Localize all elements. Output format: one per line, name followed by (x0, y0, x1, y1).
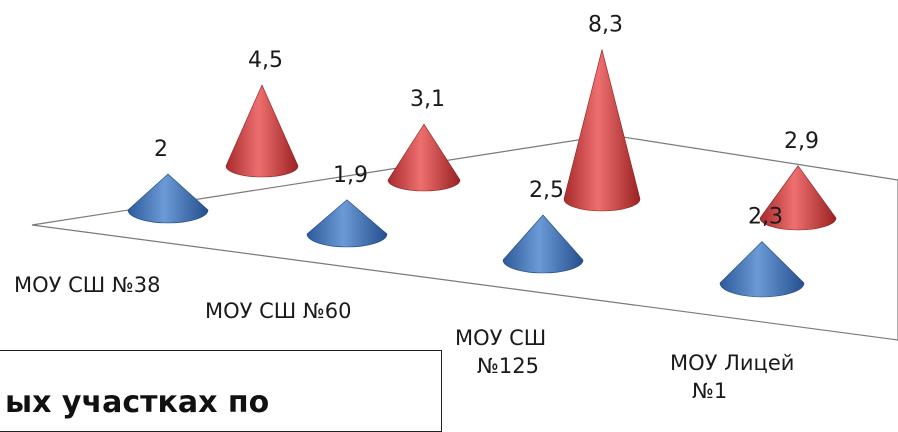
chart-floor (31, 134, 898, 341)
data-label: 2,3 (748, 205, 783, 230)
data-label: 2 (154, 137, 168, 162)
cone-chart: 4,5 3,1 8,3 2,9 2 1,9 2,5 2,3 МОУ СШ №38 МОУ СШ … (14, 13, 898, 403)
data-label: 2,9 (784, 129, 819, 154)
cone-back-3 (563, 49, 641, 212)
category-label: №1 (692, 379, 727, 403)
cone-front-4 (719, 241, 805, 298)
cone-shape (563, 49, 641, 212)
category-label: МОУ Лицей (670, 351, 794, 375)
cone-shape (759, 165, 837, 231)
cone-front-2 (306, 199, 388, 248)
data-label: 8,3 (588, 13, 623, 38)
cone-shape (502, 214, 584, 274)
data-label: 1,9 (333, 163, 368, 188)
cone-shape (225, 84, 299, 178)
cone-shape (719, 241, 805, 298)
cone-front-3 (502, 214, 584, 274)
cone-back-4 (759, 165, 837, 231)
cone-shape (387, 123, 461, 192)
cone-shape (127, 173, 209, 224)
category-label: №125 (477, 354, 539, 378)
caption-text: ых участках по (5, 385, 270, 420)
cone-front-1 (127, 173, 209, 224)
data-label: 4,5 (248, 48, 283, 73)
caption-box: ых участках по (0, 350, 442, 432)
category-label: МОУ СШ №38 (14, 273, 160, 297)
cone-back-2 (387, 123, 461, 192)
data-label: 2,5 (529, 178, 564, 203)
cone-shape (306, 199, 388, 248)
data-label: 3,1 (410, 87, 445, 112)
cone-back-1 (225, 84, 299, 178)
category-label: МОУ СШ №60 (205, 299, 351, 323)
category-label: МОУ СШ (455, 326, 546, 350)
